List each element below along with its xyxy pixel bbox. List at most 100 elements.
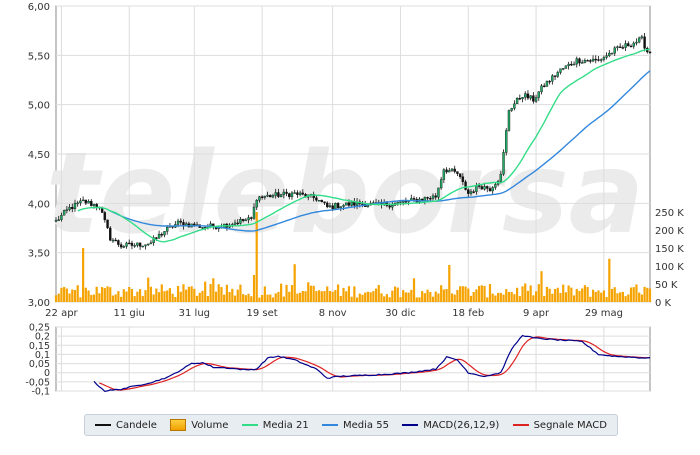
volume-bar — [261, 294, 264, 302]
candle-body — [274, 192, 277, 196]
volume-bar — [475, 289, 478, 302]
candle-body — [556, 72, 559, 77]
volume-bar — [572, 295, 576, 302]
volume-bar — [263, 286, 266, 302]
volume-bar — [304, 291, 307, 302]
volume-bar — [334, 290, 337, 302]
candle-body — [404, 201, 408, 203]
volume-bar — [589, 296, 592, 302]
volume-bar — [152, 294, 155, 302]
macd-tick-label: 0,1 — [35, 350, 50, 361]
x-tick-label: 8 nov — [319, 308, 347, 319]
watermark-text: teleborsa — [46, 129, 644, 259]
volume-bar — [515, 287, 519, 302]
volume-bar — [548, 288, 551, 302]
candle-body — [401, 201, 405, 203]
volume-bar — [228, 292, 231, 302]
candle-body — [279, 194, 283, 197]
volume-bar — [461, 286, 464, 302]
candle-body — [605, 55, 608, 58]
candle-body — [236, 222, 239, 225]
candle-body — [450, 168, 454, 171]
volume-bar — [68, 293, 71, 302]
volume-tick-label: 0 K — [655, 298, 672, 309]
volume-bar — [646, 287, 649, 302]
candle-body — [76, 202, 79, 205]
volume-bar — [147, 277, 150, 302]
candle-body — [90, 201, 93, 206]
volume-bar — [629, 287, 633, 302]
volume-bar — [537, 284, 540, 302]
candle-body — [648, 51, 652, 54]
legend-item: Segnale MACD — [512, 419, 607, 431]
macd-tick-label: 0,25 — [29, 323, 50, 334]
volume-bar — [591, 289, 595, 302]
volume-bar — [583, 285, 587, 302]
candle-body — [92, 203, 96, 206]
volume-bar — [578, 290, 581, 302]
candle-body — [141, 245, 144, 248]
volume-bar — [128, 286, 131, 302]
candle-body — [448, 170, 451, 173]
candle-body — [315, 197, 318, 201]
macd-tick-label: 0,05 — [29, 359, 50, 370]
volume-bar — [440, 285, 443, 302]
volume-bar — [174, 297, 177, 302]
volume-bar — [133, 296, 136, 302]
volume-bar — [242, 294, 245, 302]
macd-tick-label: 0 — [44, 368, 50, 379]
candle-body — [334, 203, 337, 209]
candle-body — [147, 243, 150, 246]
candle-body — [350, 201, 353, 206]
candle-body — [643, 36, 646, 49]
volume-bar — [106, 286, 109, 302]
candle-body — [608, 52, 611, 56]
volume-bar — [73, 290, 77, 302]
candle-body — [290, 192, 294, 198]
candle-body — [157, 233, 161, 239]
legend-label: Segnale MACD — [533, 419, 607, 431]
candle-body — [426, 197, 429, 199]
candle-body — [513, 103, 516, 109]
volume-bar — [179, 291, 182, 302]
candle-body — [312, 194, 315, 199]
volume-bar — [605, 296, 608, 302]
candle-body — [106, 219, 109, 229]
volume-bar — [532, 295, 535, 302]
volume-bar — [293, 264, 296, 302]
macd-tick-label: 0,2 — [35, 332, 50, 343]
candle-body — [326, 202, 329, 208]
candle-body — [263, 196, 267, 198]
volume-bar — [280, 283, 283, 302]
volume-bar — [336, 284, 340, 302]
volume-bar — [391, 290, 394, 302]
volume-bar — [507, 291, 511, 302]
volume-bar — [374, 288, 378, 302]
volume-bar — [328, 291, 332, 302]
candle-body — [201, 227, 204, 229]
legend-line-swatch — [95, 424, 111, 426]
candle-body — [597, 59, 600, 61]
candle-body — [125, 242, 128, 247]
volume-bar — [643, 286, 646, 302]
candle-body — [103, 212, 107, 221]
candle-body — [445, 169, 448, 173]
volume-bar — [418, 297, 421, 302]
x-tick-label: 31 lug — [179, 308, 210, 319]
candle-body — [277, 192, 280, 197]
volume-tick-label: 250 K — [655, 208, 684, 219]
volume-bar — [271, 297, 275, 302]
volume-bar — [255, 212, 258, 302]
candle-body — [68, 207, 71, 210]
volume-bar — [198, 292, 201, 302]
volume-bar — [499, 292, 502, 302]
volume-bar — [494, 295, 497, 302]
candle-body — [117, 240, 120, 245]
volume-bar — [195, 295, 199, 302]
price-tick-label: 3,00 — [28, 298, 50, 309]
volume-bar — [442, 289, 445, 302]
candle-body — [54, 219, 58, 222]
volume-bar — [553, 288, 557, 302]
volume-bar — [163, 291, 166, 302]
